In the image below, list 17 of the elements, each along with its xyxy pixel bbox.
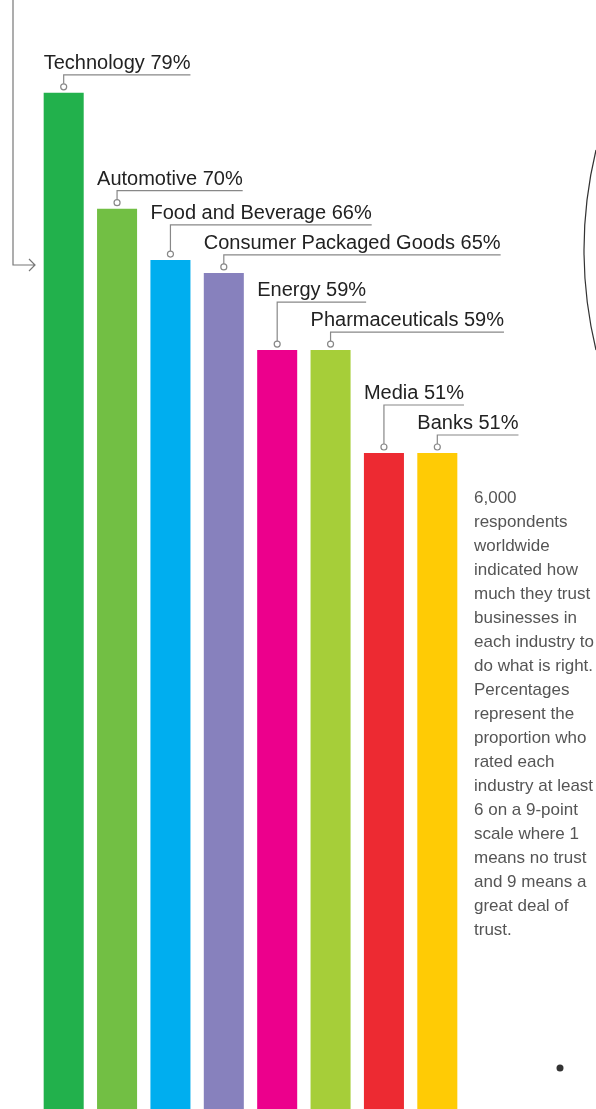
data-label: Consumer Packaged Goods 65% [203,230,501,253]
bar [310,350,351,1109]
text: 6,000 respondents worldwide indicated how much they trust businesses in each industry to do what is right. Percentages represent the proportion who rated each industry at least 6 on a 9-point scale where 1 means no trust and 9 means a great deal of trust. [474,488,595,939]
bar [363,453,404,1109]
data-label: Automotive 70% [97,166,243,189]
data-label: Banks 51% [417,411,519,434]
bar [203,272,244,1109]
bar [97,208,138,1109]
data-label: Energy 59% [257,278,367,301]
bar [150,260,191,1109]
data-label: Food and Beverage 66% [150,200,372,223]
bar [257,350,298,1109]
data-label: Pharmaceuticals 59% [310,308,505,331]
data-label: Media 51% [363,381,465,404]
data-label: Technology 79% [43,50,191,73]
bar [417,453,458,1109]
bar [43,92,84,1109]
